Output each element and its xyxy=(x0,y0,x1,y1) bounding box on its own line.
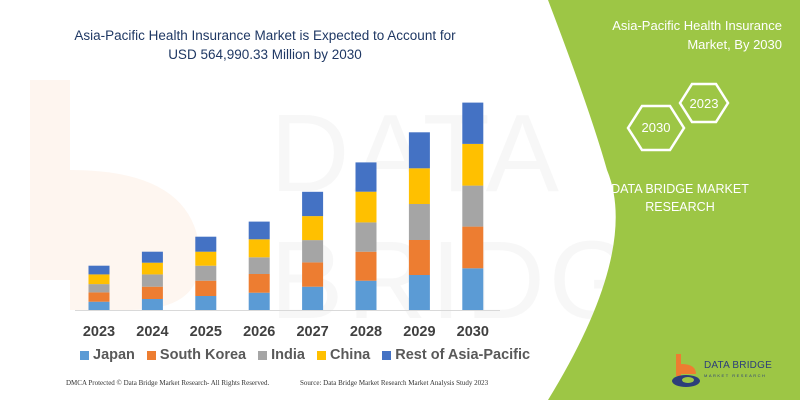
hexagon-2030 xyxy=(626,104,686,152)
bar-2029-china xyxy=(408,168,430,204)
legend-swatch xyxy=(258,350,268,360)
legend-item: China xyxy=(316,347,371,363)
bar-2024-rest-of-asia-pacific xyxy=(141,251,163,263)
bar-2027-china xyxy=(302,216,324,241)
title-line-1: Asia-Pacific Health Insurance Market is … xyxy=(74,28,456,43)
bar-2027-rest-of-asia-pacific xyxy=(302,191,324,217)
x-tick-label: 2025 xyxy=(190,324,222,340)
x-tick-label: 2026 xyxy=(243,324,275,340)
bar-2030-china xyxy=(462,143,484,186)
bar-2023-rest-of-asia-pacific xyxy=(88,265,110,275)
bar-2026-india xyxy=(248,257,270,274)
bar-2026-rest-of-asia-pacific xyxy=(248,221,270,240)
legend-label: Japan xyxy=(93,347,135,363)
stacked-bar-chart: 2023 2024 2025 2026 2027 2028 2029 2030 xyxy=(75,102,500,340)
bar-2029-south-korea xyxy=(408,240,430,275)
x-tick-label: 2027 xyxy=(296,324,328,340)
legend-label: Rest of Asia-Pacific xyxy=(395,347,531,363)
legend-item: South Korea xyxy=(146,347,247,363)
bar-2026-japan xyxy=(248,292,270,310)
brand-line-2: RESEARCH xyxy=(645,200,715,214)
bar-2025-china xyxy=(195,251,217,266)
dmca-notice: DMCA Protected © Data Bridge Market Rese… xyxy=(66,379,270,387)
logo-subtext: MARKET RESEARCH xyxy=(704,373,767,378)
bar-2025-south-korea xyxy=(195,280,217,296)
legend-item: India xyxy=(258,347,305,363)
bar-2024-india xyxy=(141,274,163,287)
side-title-line-2: Market, By 2030 xyxy=(687,37,782,52)
brand-text: DATA BRIDGE MARKET RESEARCH xyxy=(560,180,800,216)
legend-swatch xyxy=(146,350,156,360)
x-tick-label: 2023 xyxy=(83,324,115,340)
bar-2030-south-korea xyxy=(462,226,484,269)
bar-2025-rest-of-asia-pacific xyxy=(195,236,217,252)
bar-2030-india xyxy=(462,185,484,227)
bar-2023-south-korea xyxy=(88,292,110,302)
bar-2027-japan xyxy=(302,286,324,310)
legend: Japan South Korea India China Rest of Asia-P… xyxy=(80,347,530,363)
x-tick-label: 2030 xyxy=(457,324,489,340)
logo-text: DATA BRIDGE xyxy=(704,360,772,371)
x-tick-label: 2024 xyxy=(136,324,168,340)
bar-2028-rest-of-asia-pacific xyxy=(355,162,377,192)
bar-2025-japan xyxy=(195,296,217,310)
bar-2026-china xyxy=(248,239,270,258)
title-line-2: USD 564,990.33 Million by 2030 xyxy=(168,47,362,62)
bar-2025-india xyxy=(195,265,217,281)
x-tick-label: 2028 xyxy=(350,324,382,340)
data-bridge-logo-icon xyxy=(672,354,700,387)
bar-2026-south-korea xyxy=(248,274,270,293)
legend-label: China xyxy=(329,347,371,363)
side-panel-title: Asia-Pacific Health Insurance Market, By… xyxy=(560,16,782,54)
source-note: Source: Data Bridge Market Research Mark… xyxy=(300,379,489,387)
bar-2027-south-korea xyxy=(302,262,324,287)
bar-2029-japan xyxy=(408,275,430,310)
legend-item: Rest of Asia-Pacific xyxy=(382,347,530,363)
hexagon-2023 xyxy=(678,82,730,124)
bar-2029-rest-of-asia-pacific xyxy=(408,132,430,169)
hex-label-2030: 2030 xyxy=(641,120,671,135)
bar-2028-india xyxy=(355,222,377,252)
legend-item: Japan xyxy=(80,347,135,363)
legend-label: India xyxy=(271,347,305,363)
bar-2027-india xyxy=(302,240,324,263)
bar-2030-rest-of-asia-pacific xyxy=(462,102,484,144)
bar-2024-japan xyxy=(141,299,163,310)
legend-label: South Korea xyxy=(159,347,247,363)
bar-2028-china xyxy=(355,191,377,223)
legend-swatch xyxy=(382,350,392,360)
bar-2029-india xyxy=(408,204,430,240)
bar-2023-china xyxy=(88,274,110,285)
x-tick-label: 2029 xyxy=(403,324,435,340)
bar-2023-japan xyxy=(88,301,110,310)
legend-swatch xyxy=(80,350,89,360)
legend-swatch xyxy=(316,350,326,360)
chart-title: Asia-Pacific Health Insurance Market is … xyxy=(40,26,490,64)
bar-2028-south-korea xyxy=(355,251,377,281)
hex-label-2023: 2023 xyxy=(689,96,719,111)
bar-2028-japan xyxy=(355,280,377,310)
bar-2030-japan xyxy=(462,268,484,310)
bar-2024-china xyxy=(141,262,163,275)
bar-2023-india xyxy=(88,284,110,293)
side-title-line-1: Asia-Pacific Health Insurance xyxy=(612,18,782,33)
bar-2024-south-korea xyxy=(141,286,163,299)
brand-line-1: DATA BRIDGE MARKET xyxy=(611,182,749,196)
